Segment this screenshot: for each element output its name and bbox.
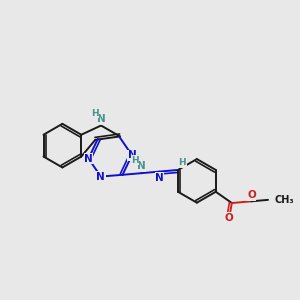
Text: N: N xyxy=(128,150,136,160)
Text: CH₃: CH₃ xyxy=(274,195,294,205)
Text: N: N xyxy=(97,114,105,124)
Text: N: N xyxy=(84,154,93,164)
Text: H: H xyxy=(131,156,139,165)
Text: N: N xyxy=(137,161,146,171)
Text: H: H xyxy=(178,158,186,167)
Text: O: O xyxy=(247,190,256,200)
Text: H: H xyxy=(91,109,98,118)
Text: N: N xyxy=(97,172,105,182)
Text: N: N xyxy=(155,173,164,183)
Text: O: O xyxy=(225,212,234,223)
